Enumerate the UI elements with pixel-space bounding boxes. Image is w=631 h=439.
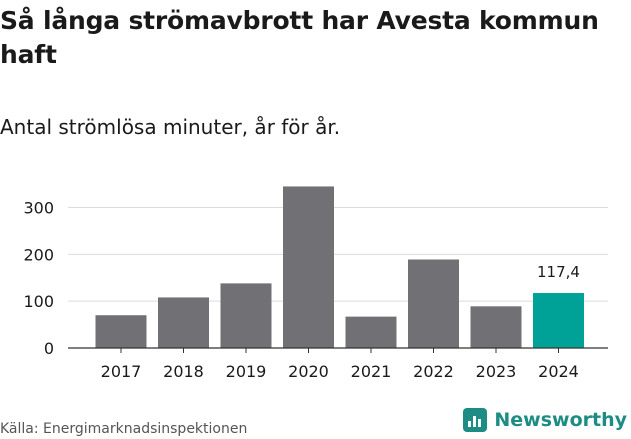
- bar: [95, 315, 147, 348]
- bar-chart: 0 100 200 300 2017 2018 2019 2020 2021 2022 2023 20…: [23, 186, 608, 381]
- x-tick-label: 2020: [288, 362, 329, 381]
- brand-name: Newsworthy: [494, 409, 627, 431]
- x-tick-label: 2019: [226, 362, 267, 381]
- brand-logo: Newsworthy: [462, 407, 627, 433]
- y-tick-label: 300: [23, 199, 54, 218]
- bar: [345, 316, 397, 348]
- bar: [283, 186, 334, 348]
- data-label: 117,4: [537, 263, 580, 281]
- bar: [533, 293, 584, 348]
- x-tick-label: 2024: [538, 362, 579, 381]
- x-tick-label: 2022: [413, 362, 454, 381]
- chart-title: Så långa strömavbrott har Avesta kommun …: [0, 6, 599, 69]
- y-tick-label: 200: [23, 245, 54, 264]
- bar: [158, 297, 209, 348]
- chart-subtitle: Antal strömlösa minuter, år för år.: [0, 115, 341, 139]
- x-tick-label: 2017: [101, 362, 142, 381]
- y-tick-label: 0: [44, 339, 54, 358]
- bar: [220, 283, 272, 348]
- x-tick-label: 2023: [476, 362, 517, 381]
- bar: [470, 306, 522, 348]
- y-tick-label: 100: [23, 292, 54, 311]
- source-note: Källa: Energimarknadsinspektionen: [0, 421, 248, 437]
- newsworthy-logo-icon: [463, 408, 488, 432]
- x-tick-label: 2021: [351, 362, 392, 381]
- bar: [408, 259, 459, 348]
- x-tick-label: 2018: [163, 362, 204, 381]
